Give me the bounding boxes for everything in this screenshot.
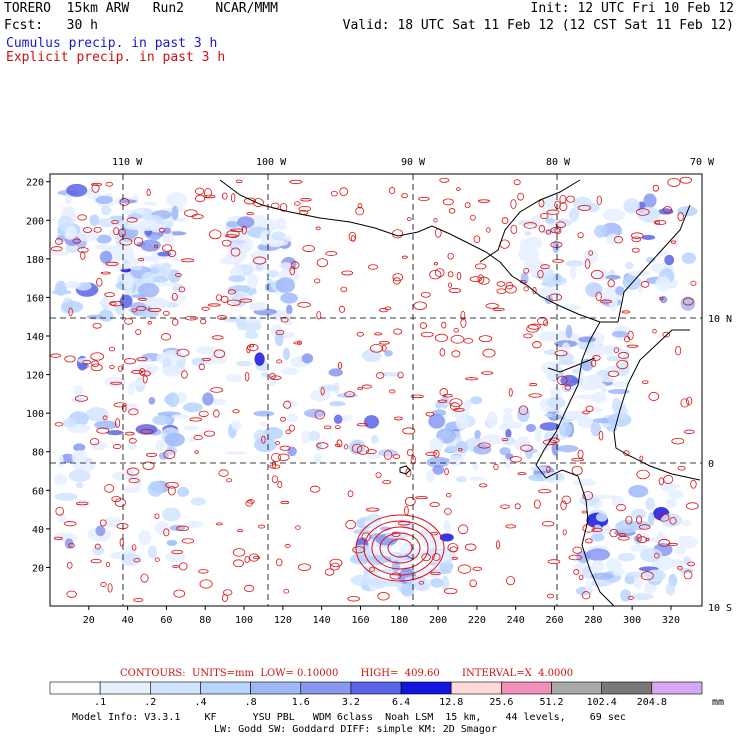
axis-ticks: 220 200 180 160 140 120 100 80 60 40 20 20 40 60 80 100…: [26, 178, 680, 626]
y-tick-label: 60: [32, 486, 44, 497]
cumulus-legend: Cumulus precip. in past 3 h: [6, 36, 218, 51]
x-tick-label: 40: [122, 615, 134, 626]
graticule: [50, 174, 702, 606]
x-tick-label: 180: [390, 615, 408, 626]
precip-fields: [50, 176, 699, 602]
init-time: Init: 12 UTC Fri 10 Feb 12: [530, 1, 735, 16]
y-tick-label: 80: [32, 448, 44, 459]
model-title: TORERO 15km ARW Run2 NCAR/MMM: [4, 1, 278, 16]
x-tick-label: 160: [351, 615, 369, 626]
y-tick-label: 200: [26, 216, 44, 227]
x-tick-label: 20: [83, 615, 95, 626]
y-tick-label: 100: [26, 409, 44, 420]
x-tick-label: 260: [545, 615, 563, 626]
map-frame: [49, 173, 703, 607]
x-tick-label: 300: [623, 615, 641, 626]
y-tick-label: 20: [32, 563, 44, 574]
model-info-line1: Model Info: V3.3.1 KF YSU PBL WDM 6class…: [72, 712, 626, 723]
y-tick-label: 40: [32, 525, 44, 536]
y-tick-label: 160: [26, 293, 44, 304]
contour-info: CONTOURS: UNITS=mm LOW= 0.10000 HIGH= 40…: [120, 668, 574, 679]
x-tick-label: 220: [468, 615, 486, 626]
x-tick-label: 140: [313, 615, 331, 626]
x-tick-label: 100: [235, 615, 253, 626]
explicit-legend: Explicit precip. in past 3 h: [6, 50, 226, 65]
x-tick-label: 80: [199, 615, 211, 626]
x-tick-label: 120: [274, 615, 292, 626]
y-tick-label: 180: [26, 255, 44, 266]
x-tick-label: 240: [507, 615, 525, 626]
x-tick-label: 200: [429, 615, 447, 626]
x-tick-label: 320: [662, 615, 680, 626]
forecast-hour: Fcst: 30 h: [4, 18, 98, 33]
x-tick-label: 280: [584, 615, 602, 626]
model-info-line2: LW: Godd SW: Goddard DIFF: simple KM: 2D…: [214, 724, 497, 735]
valid-time: Valid: 18 UTC Sat 11 Feb 12 (12 CST Sat …: [342, 18, 734, 33]
y-tick-label: 220: [26, 178, 44, 189]
colorbar-unit: mm: [712, 697, 725, 708]
y-tick-label: 140: [26, 332, 44, 343]
x-tick-label: 60: [160, 615, 172, 626]
coastline: [219, 179, 701, 607]
y-tick-label: 120: [26, 371, 44, 382]
